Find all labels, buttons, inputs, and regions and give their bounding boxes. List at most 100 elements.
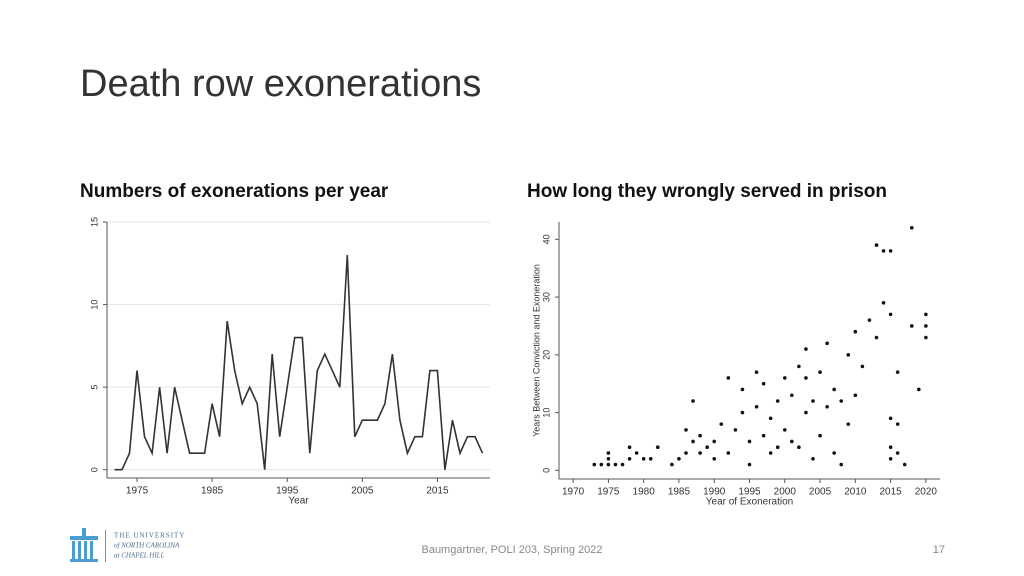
data-point	[818, 433, 822, 438]
data-point	[698, 433, 702, 438]
x-tick-label: 2010	[844, 487, 867, 498]
data-point	[761, 433, 766, 438]
data-point	[909, 324, 914, 328]
data-point	[782, 428, 787, 432]
data-point	[747, 462, 752, 467]
data-point	[853, 329, 858, 334]
x-tick-label: 1985	[668, 487, 691, 498]
data-point	[924, 335, 928, 340]
data-point	[888, 249, 893, 253]
x-tick-label: 2005	[351, 486, 374, 497]
data-point	[606, 462, 611, 467]
y-tick-label: 10	[89, 300, 99, 310]
data-point	[599, 462, 604, 467]
y-tick-label: 10	[541, 408, 551, 418]
chart-title: How long they wrongly served in prison	[527, 181, 887, 202]
data-point	[606, 451, 611, 455]
data-point	[740, 410, 745, 415]
data-point	[888, 445, 893, 450]
y-tick-label: 0	[541, 468, 551, 473]
data-point	[648, 456, 653, 461]
data-point	[909, 225, 914, 230]
data-point	[790, 393, 794, 398]
x-tick-label: 1970	[562, 487, 585, 498]
x-tick-label: 2005	[809, 487, 832, 498]
data-point	[811, 399, 815, 403]
x-tick-label: 2015	[879, 487, 902, 498]
x-tick-label: 1995	[276, 486, 299, 497]
data-point	[790, 439, 794, 444]
data-point	[606, 456, 611, 461]
data-point	[733, 428, 738, 432]
data-point	[705, 445, 709, 450]
data-point	[592, 462, 597, 467]
data-point	[895, 451, 900, 455]
logo-base	[70, 559, 98, 562]
data-point	[804, 347, 808, 351]
data-point	[874, 335, 879, 340]
data-point	[782, 376, 787, 380]
data-point	[677, 456, 681, 461]
data-point	[867, 318, 872, 322]
chart-title: Numbers of exonerations per year	[80, 181, 389, 202]
data-point	[797, 364, 801, 369]
logo-text: of NORTH CAROLINA	[114, 542, 180, 550]
logo-roof	[70, 536, 98, 540]
data-point	[712, 439, 717, 444]
data-point	[712, 456, 717, 461]
y-tick-label: 0	[89, 467, 99, 472]
data-point	[888, 456, 893, 461]
data-point	[641, 456, 646, 461]
data-point	[917, 387, 921, 392]
data-point	[804, 410, 808, 415]
y-tick-label: 40	[541, 234, 551, 244]
data-point	[832, 451, 836, 455]
data-point	[627, 456, 632, 461]
logo	[70, 528, 106, 562]
x-axis-label: Year of Exoneration	[706, 497, 793, 508]
data-point	[860, 364, 865, 369]
data-point	[874, 243, 879, 247]
logo-column	[78, 541, 81, 559]
y-tick-label: 30	[541, 292, 551, 302]
data-point	[684, 428, 688, 432]
x-tick-label: 2000	[774, 487, 797, 498]
data-point	[775, 399, 780, 403]
data-line	[114, 254, 484, 471]
data-point	[684, 451, 688, 455]
x-tick-label: 1975	[126, 486, 149, 497]
x-tick-label: 1985	[201, 486, 224, 497]
logo-column	[90, 541, 93, 559]
data-point	[726, 451, 731, 455]
data-point	[761, 381, 766, 386]
y-tick-label: 15	[89, 217, 99, 227]
data-point	[627, 445, 632, 450]
data-point	[846, 353, 851, 357]
data-point	[768, 416, 773, 421]
footer: Baumgartner, POLI 203, Spring 2022	[421, 544, 602, 556]
data-point	[768, 451, 773, 455]
data-point	[888, 312, 893, 317]
data-point	[846, 422, 851, 426]
logo-column	[72, 541, 75, 559]
logo-text: at CHAPEL HILL	[114, 552, 165, 560]
data-point	[670, 462, 674, 467]
data-point	[754, 405, 759, 409]
data-point	[832, 387, 836, 392]
data-point	[691, 399, 695, 403]
data-point	[881, 249, 886, 253]
x-tick-label: 2020	[915, 487, 938, 498]
data-point	[895, 422, 900, 426]
y-tick-label: 5	[89, 385, 99, 390]
data-point	[726, 376, 731, 380]
data-point	[881, 301, 886, 305]
data-point	[754, 370, 759, 374]
data-point	[811, 456, 815, 461]
data-point	[924, 324, 928, 328]
data-point	[775, 445, 780, 450]
data-point	[895, 370, 900, 374]
data-point	[804, 376, 808, 380]
data-point	[888, 416, 893, 421]
data-point	[698, 451, 702, 455]
data-point	[853, 393, 858, 398]
